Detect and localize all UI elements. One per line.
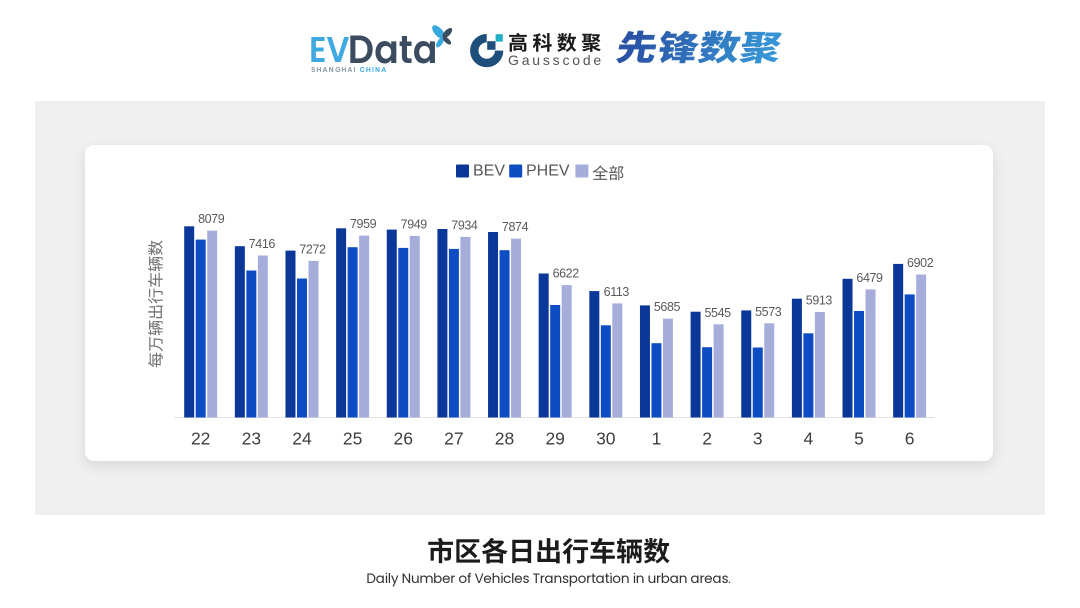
svg-text:7272: 7272 [299,242,326,256]
svg-text:1: 1 [652,429,662,449]
svg-text:每万辆出行车辆数: 每万辆出行车辆数 [143,240,167,368]
svg-text:30: 30 [596,429,616,449]
svg-text:3: 3 [753,429,763,449]
svg-text:29: 29 [545,429,564,449]
svg-text:5913: 5913 [806,294,833,308]
svg-text:5685: 5685 [654,300,681,314]
svg-text:全部: 全部 [592,160,624,184]
svg-text:6113: 6113 [604,285,630,299]
svg-text:7934: 7934 [451,218,478,232]
svg-text:8079: 8079 [198,212,225,226]
svg-text:28: 28 [495,429,514,449]
svg-text:5573: 5573 [755,305,782,319]
svg-text:23: 23 [242,429,261,449]
svg-text:BEV: BEV [473,163,505,180]
svg-text:6622: 6622 [553,267,580,281]
svg-text:26: 26 [394,429,413,449]
svg-text:24: 24 [292,429,312,449]
svg-text:6479: 6479 [856,271,883,285]
svg-text:7959: 7959 [350,217,377,231]
svg-text:6: 6 [905,429,915,449]
svg-text:7949: 7949 [401,217,428,231]
svg-text:7874: 7874 [502,220,529,234]
svg-text:5: 5 [854,429,864,449]
svg-text:5545: 5545 [704,306,731,320]
svg-text:7416: 7416 [249,237,276,251]
svg-text:22: 22 [191,429,210,449]
svg-text:25: 25 [343,429,362,449]
svg-text:2: 2 [702,429,712,449]
svg-text:6902: 6902 [907,256,934,270]
svg-text:27: 27 [444,429,463,449]
svg-text:4: 4 [804,429,814,449]
svg-text:PHEV: PHEV [526,163,570,180]
